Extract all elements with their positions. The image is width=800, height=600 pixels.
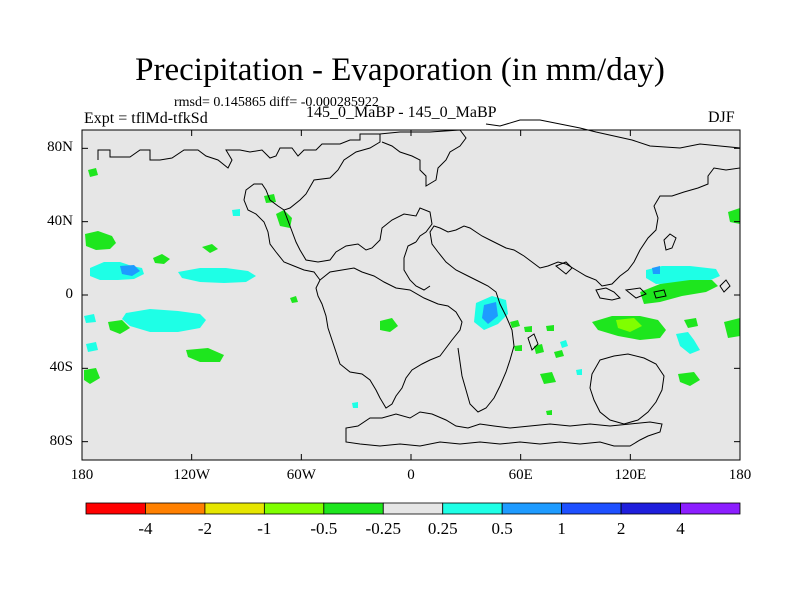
fill-patch xyxy=(290,296,298,303)
colorbar-level-label: 0.25 xyxy=(427,519,458,538)
fill-patch xyxy=(724,318,740,338)
colorbar-level-label: -4 xyxy=(138,519,153,538)
fill-patch xyxy=(264,194,276,203)
fill-patch xyxy=(84,314,96,323)
fill-patch xyxy=(186,348,224,362)
fill-patch xyxy=(153,254,170,264)
fill-patch xyxy=(380,318,398,332)
fill-patch xyxy=(510,320,520,328)
colorbar-level-label: -0.25 xyxy=(365,519,401,538)
coastline-islands xyxy=(527,233,731,351)
lon-tick-label: 60E xyxy=(508,467,533,483)
lon-tick-label: 0 xyxy=(407,467,415,483)
fill-patch xyxy=(524,326,532,332)
fill-region-npac xyxy=(85,168,292,283)
colorbar xyxy=(85,502,741,515)
axis-ticks xyxy=(81,130,741,460)
fill-patch xyxy=(560,340,568,348)
lat-tick-label: 40S xyxy=(49,359,73,376)
fill-patch xyxy=(482,302,498,324)
stats-text: rmsd= 0.145865 diff= -0.000285922 xyxy=(174,95,379,110)
colorbar-swatch xyxy=(263,502,325,515)
coastline-south-america xyxy=(315,267,463,409)
colorbar-level-label: 2 xyxy=(616,519,626,538)
coastline-eurasia-africa xyxy=(403,119,741,413)
fill-patch xyxy=(85,231,116,250)
anomaly-fills xyxy=(84,168,740,415)
fill-patch xyxy=(546,410,552,415)
colorbar-swatch xyxy=(680,502,741,515)
fill-patch xyxy=(576,369,582,375)
colorbar-swatch xyxy=(85,502,146,515)
lat-tick-label: 80S xyxy=(49,432,73,449)
colorbar-swatch xyxy=(145,502,206,515)
fill-region-wpac xyxy=(592,208,740,386)
colorbar-level-label: -2 xyxy=(197,519,212,538)
fill-patch xyxy=(684,318,698,328)
fill-patch xyxy=(276,210,292,228)
lon-tick-label: 60W xyxy=(286,467,316,483)
fill-patch xyxy=(534,344,544,354)
colorbar-swatch xyxy=(382,502,444,515)
colorbar-level-label: 0.5 xyxy=(491,519,513,538)
coastlines xyxy=(97,119,741,447)
fill-patch xyxy=(676,332,700,354)
colorbar-swatch xyxy=(442,502,503,515)
fill-patch xyxy=(640,280,718,304)
fill-patch xyxy=(514,345,522,351)
fill-patch xyxy=(232,209,240,216)
colorbar-swatch xyxy=(620,502,681,515)
colorbar-level-label: -0.5 xyxy=(310,519,338,538)
coastline-antarctica xyxy=(345,411,663,447)
fill-patch xyxy=(616,318,642,332)
fill-patch xyxy=(108,320,130,334)
fill-patch xyxy=(546,325,554,331)
fill-patch xyxy=(352,402,358,408)
fill-region-spac xyxy=(84,296,298,384)
fill-patch xyxy=(84,368,100,384)
colorbar-swatch xyxy=(204,502,265,515)
fill-region-satl xyxy=(352,296,582,415)
lat-tick-label: 0 xyxy=(65,286,74,302)
fill-patch xyxy=(678,372,700,386)
fill-patch xyxy=(646,266,720,284)
lon-tick-label: 120W xyxy=(173,467,210,483)
fill-patch xyxy=(88,168,98,177)
chart-title: Precipitation - Evaporation (in mm/day) xyxy=(135,52,665,88)
fill-patch xyxy=(540,372,556,384)
lat-tick-label: 80N xyxy=(47,139,73,156)
colorbar-swatch xyxy=(323,502,384,515)
map-background xyxy=(82,130,740,460)
colorbar-swatch xyxy=(501,502,563,515)
colorbar-level-label: 1 xyxy=(557,519,566,538)
colorbar-level-label: 4 xyxy=(676,519,685,538)
experiment-label: Expt = tflMd-tfkSd xyxy=(84,110,208,127)
lat-tick-label: 40N xyxy=(47,212,73,229)
coastline-maritime-continent xyxy=(595,287,667,301)
lon-tick-label: 180 xyxy=(728,467,752,483)
fill-patch xyxy=(202,244,218,253)
fill-patch xyxy=(178,268,256,283)
lon-tick-label: 180 xyxy=(70,467,94,483)
coastline-australia xyxy=(589,353,665,425)
colorbar-swatch xyxy=(561,502,622,515)
season-label: DJF xyxy=(708,109,735,126)
coastline-north-america xyxy=(97,133,433,281)
fill-patch xyxy=(120,265,140,276)
subtitle: 145_0_MaBP - 145_0_MaBP xyxy=(306,104,497,121)
fill-patch xyxy=(86,342,98,352)
fill-patch xyxy=(728,208,740,224)
colorbar-level-label: -1 xyxy=(257,519,272,538)
fill-patch xyxy=(652,266,660,274)
fill-patch xyxy=(122,309,206,332)
fill-patch xyxy=(554,350,564,358)
lon-tick-label: 120E xyxy=(614,467,647,483)
